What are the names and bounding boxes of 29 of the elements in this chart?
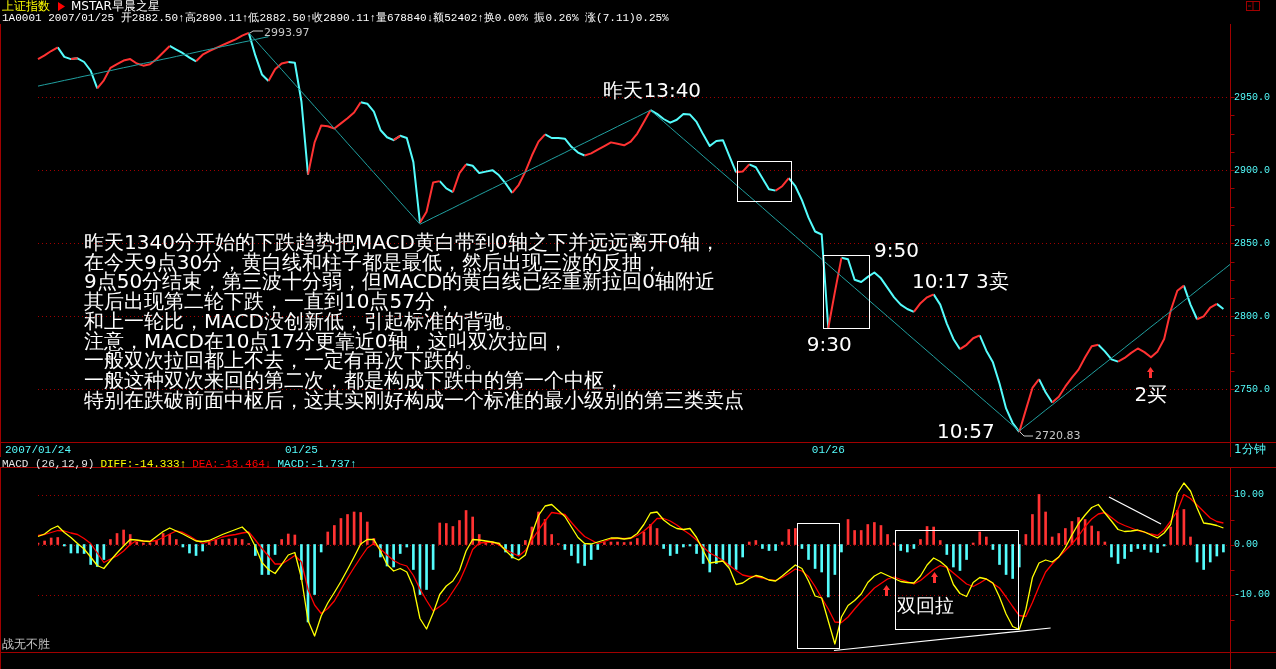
annotation: 双回拉 [897,593,955,616]
x-tick-label: 2007/01/24 [4,443,72,456]
annotation: 9:30 [806,332,852,356]
chart-title: MACD (26,12,9) [2,458,95,470]
text: 1A0001 2007/01/25 开2882.50↑高2890.11↑低2882.50↑收2890.11↑量678840↓额52402↑换0.00% 振0.26% 涨(7.11)0.25% [2,12,669,24]
annotation: 10:17 3卖 [912,269,1009,293]
annotation: 9:50 [874,238,919,262]
annotation: 战无不胜 [2,637,50,651]
y-tick-label: 10.00 [1234,489,1265,501]
x-tick-label: 01/25 [284,443,318,456]
chart-subtitle: MSTAR早晨之星 [71,0,160,13]
annotation: 2993.97 [264,25,310,39]
x-axis-title: 1分钟 [1234,442,1266,456]
annotation: 2720.83 [1035,429,1081,442]
y-tick-label: 0.00 [1234,539,1259,551]
annotation: 10:57 [937,419,995,443]
annotation: 昨天13:40 [603,78,702,103]
y-tick-label: 2900.0 [1234,164,1271,176]
y-tick-label: 2950.0 [1234,91,1271,103]
text: MACD:-1.737↑ [277,458,357,470]
text: DEA:-13.464↓ [192,458,272,470]
annotation: 2买 [1134,382,1168,407]
chart-title: 上证指数 [2,0,50,13]
text: DIFF:-14.333↑ [100,458,187,470]
y-tick-label: 2750.0 [1234,384,1271,396]
y-tick-label: -10.00 [1234,589,1271,601]
y-tick-label: 2850.0 [1234,237,1271,249]
x-tick-label: 01/26 [811,443,845,456]
y-tick-label: 2800.0 [1234,310,1271,322]
